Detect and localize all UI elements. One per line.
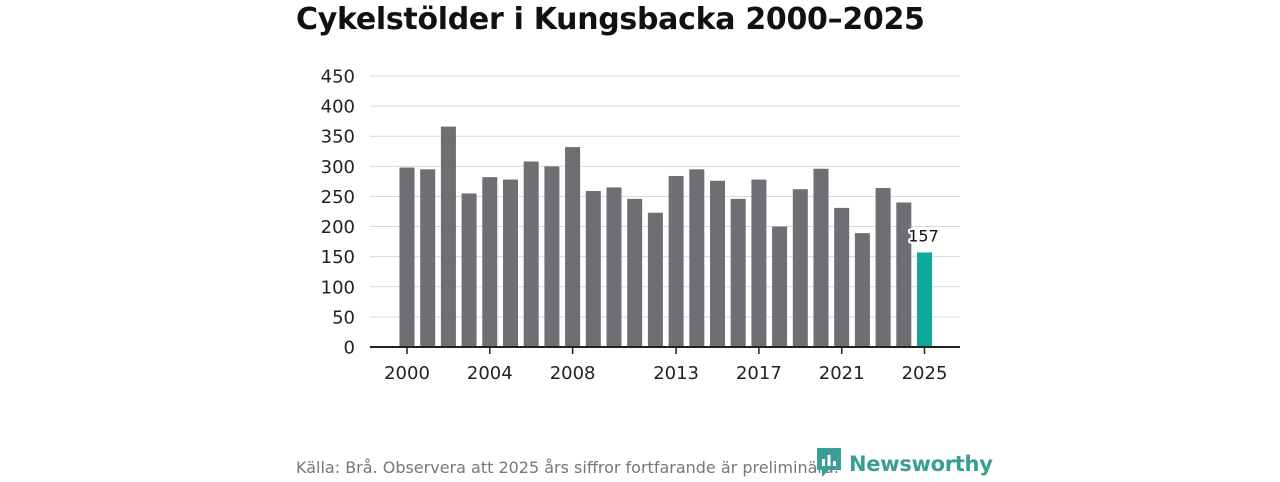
bar-2016 [730, 198, 746, 347]
y-tick-label: 300 [321, 157, 355, 178]
y-tick-label: 50 [332, 307, 355, 328]
x-tick-label: 2004 [467, 363, 513, 384]
bar-2019 [792, 189, 808, 347]
bar-2020 [813, 168, 829, 347]
bar-2013 [668, 175, 684, 347]
newsworthy-logo-icon [815, 446, 843, 482]
bar-2005 [503, 179, 518, 347]
bar-2002 [440, 126, 456, 347]
x-tick-label: 2008 [550, 363, 596, 384]
gridlines [370, 75, 960, 318]
data-labels: 157 [906, 224, 941, 247]
bar-2012 [647, 212, 663, 347]
newsworthy-logo-text: Newsworthy [849, 452, 993, 476]
x-tick-label: 2021 [819, 363, 865, 384]
bar-2024 [896, 202, 912, 347]
y-axis-ticks: 0 50 100 150 200 250 300 350 400 450 [321, 67, 355, 359]
bar-2010 [606, 187, 622, 347]
x-tick-label: 2013 [653, 363, 699, 384]
bar-2001 [420, 169, 436, 347]
x-tick-label: 2017 [736, 363, 782, 384]
bar-2017 [751, 179, 767, 347]
bar-2022 [854, 233, 870, 347]
newsworthy-logo: Newsworthy [815, 446, 993, 482]
x-axis-ticks: 2000 2004 2008 2013 2017 2021 2025 [384, 347, 947, 384]
y-tick-label: 100 [321, 277, 355, 298]
bar-2006 [523, 161, 539, 347]
y-tick-label: 450 [321, 67, 355, 88]
bar-2025 [917, 252, 932, 347]
bar-2000 [399, 167, 415, 347]
chart-title: Cykelstölder i Kungsbacka 2000–2025 [296, 2, 925, 37]
bar-2021 [834, 207, 850, 347]
y-tick-label: 350 [321, 127, 355, 148]
data-label-2025: 157 [908, 226, 939, 245]
bar-2018 [772, 226, 788, 347]
y-tick-label: 400 [321, 97, 355, 118]
y-tick-label: 0 [344, 338, 355, 359]
bar-2009 [585, 191, 601, 347]
bar-2015 [710, 180, 725, 347]
x-tick-label: 2025 [902, 363, 948, 384]
bar-2004 [482, 177, 498, 347]
bar-2003 [461, 193, 477, 347]
source-note: Källa: Brå. Observera att 2025 års siffr… [296, 458, 839, 477]
bar-2011 [627, 198, 643, 347]
bars [399, 126, 932, 347]
y-tick-label: 250 [321, 187, 355, 208]
bar-2014 [689, 169, 705, 347]
bar-2023 [875, 188, 891, 347]
y-tick-label: 150 [321, 247, 355, 268]
y-tick-label: 200 [321, 217, 355, 238]
bar-2007 [544, 166, 560, 347]
bar-2008 [565, 147, 581, 347]
x-tick-label: 2000 [384, 363, 430, 384]
